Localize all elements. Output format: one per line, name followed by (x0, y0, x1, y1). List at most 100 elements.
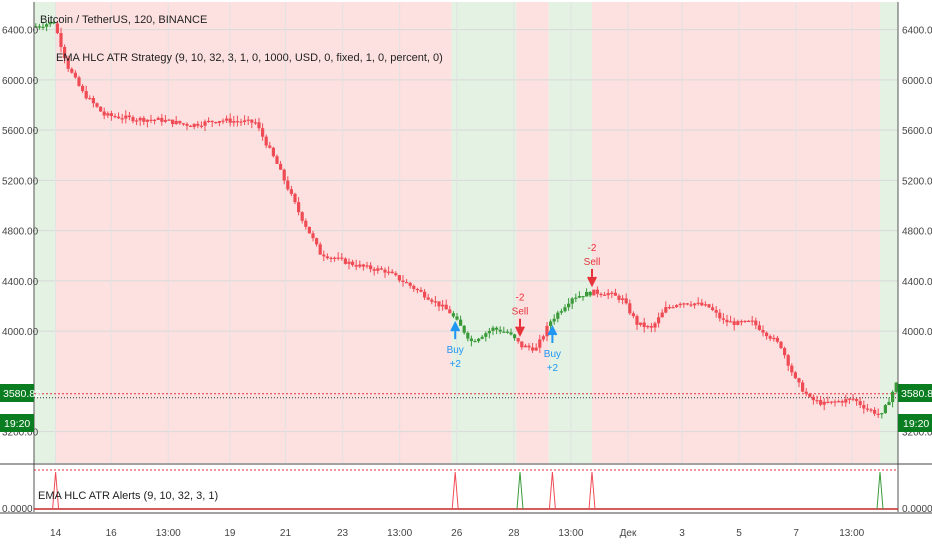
candle-body (891, 391, 895, 403)
sell-label: Sell (584, 257, 601, 268)
candle-body (567, 303, 571, 308)
candle-body (556, 312, 560, 319)
candle-body (426, 297, 430, 300)
candle-body (869, 409, 873, 411)
candle-body (358, 264, 362, 267)
candle-body (117, 116, 121, 119)
symbol-title: Bitcoin / TetherUS, 120, BINANCE (40, 14, 207, 26)
candle-body (279, 163, 283, 170)
candle-body (307, 226, 311, 234)
candle-body (718, 312, 722, 319)
candle-body (765, 332, 769, 337)
candle-body (639, 322, 643, 325)
candle-body (448, 309, 452, 314)
candle-body (178, 120, 182, 124)
candle-body (257, 122, 261, 129)
candle-body (361, 264, 365, 267)
countdown-tag-bg-right (898, 414, 932, 432)
indicator-tick-left: 0.0000 (2, 504, 33, 515)
indicator-tick-right: 0.0000 (902, 504, 932, 515)
candle-body (246, 119, 250, 121)
candle-body (786, 355, 790, 366)
y-tick-label-right: 3200.00 (902, 428, 932, 439)
candle-body (423, 291, 427, 298)
candle-body (549, 321, 553, 326)
candle-body (365, 265, 369, 267)
candle-body (858, 401, 862, 406)
candle-body (837, 401, 841, 403)
candle-body (315, 238, 319, 245)
regime-band-bull (451, 2, 517, 463)
candle-body (415, 288, 419, 291)
candle-body (55, 23, 59, 34)
candle-body (513, 334, 517, 339)
candle-body (109, 113, 113, 117)
candle-body (696, 302, 700, 304)
candle-body (815, 400, 819, 402)
candle-body (779, 341, 783, 349)
candle-body (689, 304, 693, 306)
candle-body (297, 202, 301, 213)
candle-body (232, 121, 236, 123)
candle-body (819, 400, 823, 405)
candle-body (876, 413, 880, 415)
candle-body (790, 365, 794, 373)
candle-body (217, 121, 221, 123)
sell-arrow-icon (587, 269, 597, 288)
candle-body (268, 145, 272, 148)
candle-body (732, 321, 736, 325)
candle-body (610, 292, 614, 294)
buy-arrow-icon (450, 320, 461, 340)
buy-arrow-icon (547, 324, 558, 344)
last-price-tag-right: 3580.82 (898, 384, 932, 402)
countdown-left: 19:20 (4, 418, 30, 430)
candle-body (801, 382, 805, 392)
candle-body (210, 120, 214, 123)
candle-body (477, 338, 481, 342)
y-tick-label-left: 6400.00 (2, 26, 39, 37)
buy-label: Buy (447, 345, 464, 356)
candle-body (678, 303, 682, 306)
candle-body (808, 393, 812, 397)
x-tick-label: 7 (793, 528, 799, 539)
x-tick-label: 13:00 (156, 528, 181, 539)
candle-body (91, 98, 95, 104)
candle-body (797, 378, 801, 383)
candle-body (660, 312, 664, 318)
candle-body (480, 336, 484, 339)
candle-body (73, 72, 77, 78)
candle-body (855, 398, 859, 402)
candle-body (498, 329, 502, 332)
candle-body (282, 169, 286, 181)
candle-body (534, 347, 538, 351)
candle-body (235, 121, 239, 123)
candle-body (63, 46, 67, 58)
candle-body (401, 280, 405, 283)
candle-body (700, 302, 704, 306)
candle-body (628, 303, 632, 314)
candle-body (829, 401, 833, 403)
candle-body (462, 325, 466, 333)
candle-body (59, 33, 63, 47)
candle-body (682, 303, 686, 305)
candles (34, 18, 898, 419)
candle-body (264, 136, 268, 146)
x-tick-label: 26 (451, 528, 463, 539)
candle-body (851, 398, 855, 400)
regime-band-bear (592, 2, 880, 463)
candle-body (775, 337, 779, 342)
candle-body (703, 304, 707, 306)
candle-body (685, 303, 689, 305)
candle-body (754, 320, 758, 326)
candle-body (433, 301, 437, 303)
candle-body (333, 257, 337, 259)
candle-body (804, 391, 808, 394)
candle-body (747, 320, 751, 323)
candle-body (207, 120, 211, 123)
candle-body (613, 292, 617, 296)
candle-body (185, 123, 189, 126)
candle-body (379, 268, 383, 270)
candle-body (707, 304, 711, 308)
candle-body (793, 372, 797, 379)
